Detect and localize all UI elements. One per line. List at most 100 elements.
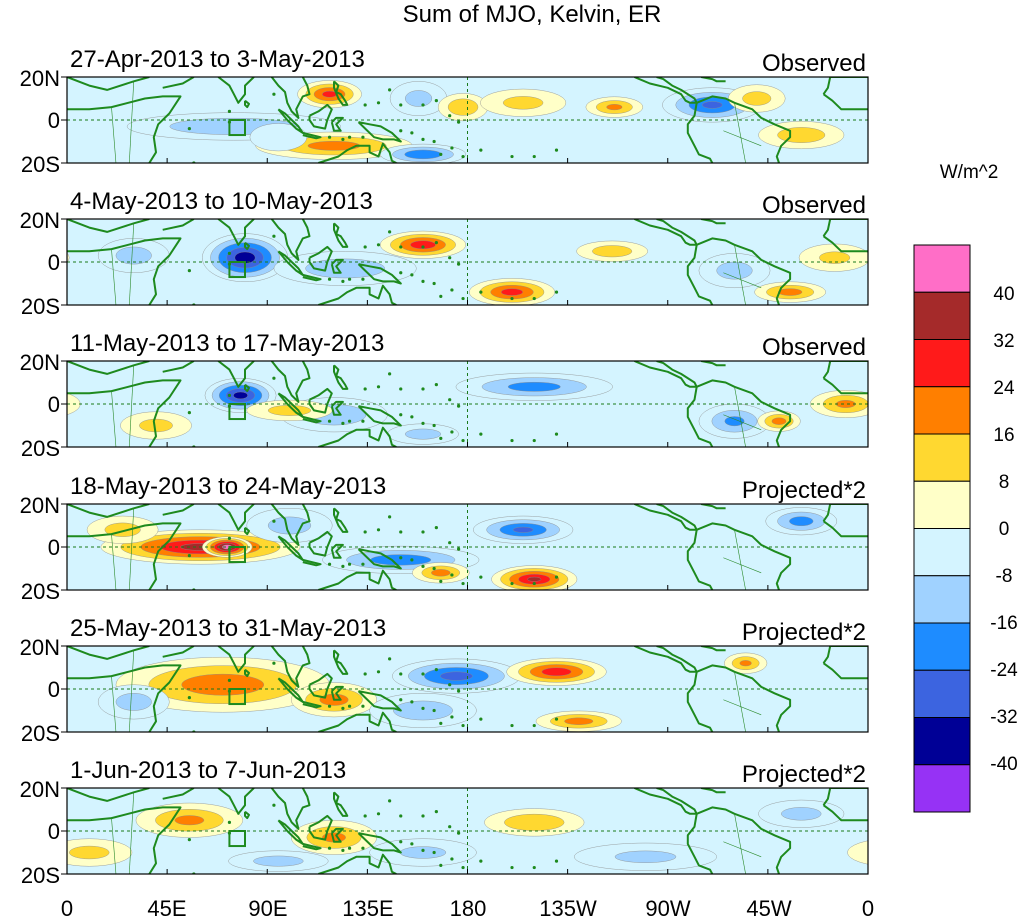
colorbar-swatch	[913, 386, 971, 435]
island	[439, 436, 443, 440]
coastline	[217, 219, 255, 246]
coastline	[634, 504, 698, 531]
coastline	[357, 690, 402, 712]
island	[187, 269, 191, 273]
anomaly-contour	[502, 96, 544, 110]
island	[457, 262, 461, 266]
island	[461, 581, 465, 586]
x-tick-label: 90E	[248, 896, 287, 921]
island	[421, 706, 425, 710]
anomaly-feature	[585, 96, 644, 118]
y-tick-label: 20N	[20, 66, 60, 91]
anomaly-contour	[393, 700, 453, 721]
coastline	[357, 263, 402, 285]
anomaly-feature	[67, 838, 868, 867]
island	[341, 279, 345, 283]
island	[448, 114, 452, 118]
island	[361, 846, 365, 850]
island	[399, 245, 403, 249]
anomaly-contour	[174, 815, 205, 826]
island	[479, 717, 483, 721]
anomaly-feature	[369, 693, 477, 728]
island	[421, 103, 425, 107]
island	[347, 562, 352, 566]
island	[272, 92, 276, 96]
coastline	[217, 504, 255, 531]
island	[457, 689, 461, 693]
coastline	[700, 219, 726, 225]
map-field	[67, 77, 868, 163]
island	[410, 131, 414, 135]
panels: 20N 0 20S 27-Apr-2013 to 3-May-2013 Observed…	[20, 46, 869, 888]
colorbar-label: -8	[996, 566, 1013, 587]
country-border	[723, 130, 762, 147]
x-tick-label: 0	[61, 896, 73, 921]
x-tick-label: 45W	[746, 896, 791, 921]
anomaly-feature	[491, 565, 578, 590]
island	[347, 704, 352, 708]
country-border	[734, 244, 746, 305]
coastline	[686, 244, 714, 305]
coastline	[333, 791, 349, 817]
island	[376, 243, 381, 247]
map-panel: 20N 0 20S 18-May-2013 to 24-May-2013 Project…	[20, 473, 869, 604]
island	[363, 530, 367, 534]
colorbar-swatch	[913, 291, 971, 340]
coastline	[357, 548, 402, 570]
country-border	[723, 414, 762, 431]
coastline	[333, 222, 349, 248]
island	[450, 573, 454, 577]
island	[432, 281, 436, 286]
coastline	[67, 664, 182, 732]
colorbar-label: 24	[993, 378, 1015, 399]
y-tick-label: 20N	[20, 208, 60, 233]
y-tick-label: 0	[48, 250, 60, 275]
coastline	[696, 237, 792, 305]
island	[510, 865, 514, 870]
island	[410, 700, 414, 704]
coastline	[696, 806, 792, 874]
island	[388, 372, 392, 376]
coastline	[822, 788, 868, 806]
island	[227, 251, 232, 255]
anomaly-contour	[322, 90, 337, 98]
anomaly-feature	[202, 233, 288, 282]
island	[434, 383, 438, 387]
panel-type: Projected*2	[742, 619, 866, 646]
coastline	[302, 415, 322, 424]
anomaly-contour	[778, 288, 803, 296]
island	[399, 814, 403, 818]
anomaly-feature	[369, 838, 477, 867]
island	[479, 432, 483, 436]
colorbar-label: -32	[990, 707, 1017, 728]
coastline	[67, 95, 182, 163]
island	[272, 803, 276, 807]
country-border	[129, 81, 135, 163]
coastline	[330, 827, 344, 843]
coastline	[686, 529, 714, 590]
colorbar-label: 0	[999, 519, 1010, 540]
anomaly-feature	[97, 684, 170, 720]
island	[532, 865, 536, 870]
island	[363, 672, 367, 676]
island	[388, 88, 392, 92]
island	[457, 547, 461, 551]
anomaly-feature	[455, 372, 613, 401]
country-border	[129, 223, 135, 305]
map-panel: 20N 0 20S 27-Apr-2013 to 3-May-2013 Observed	[20, 46, 869, 177]
x-tick-label: 135W	[539, 896, 597, 921]
country-border	[129, 365, 135, 447]
coastline	[67, 379, 182, 447]
island	[227, 393, 232, 397]
colorbar-swatch	[913, 669, 971, 718]
colorbar-swatch	[913, 575, 971, 624]
island	[410, 415, 414, 419]
island	[421, 137, 425, 141]
y-tick-label: 20S	[21, 152, 60, 177]
coastline	[277, 535, 304, 561]
country-border	[723, 699, 762, 716]
colorbar-swatch	[913, 528, 971, 577]
island	[448, 683, 452, 687]
coastline	[700, 504, 726, 510]
map-field	[67, 504, 868, 590]
